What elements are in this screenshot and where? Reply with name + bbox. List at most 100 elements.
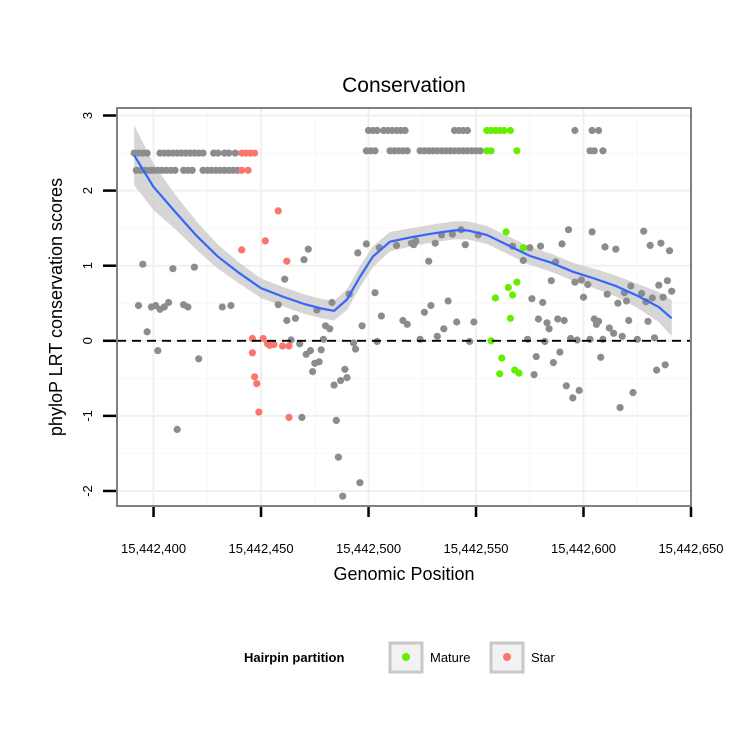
- point-other: [309, 368, 317, 376]
- point-other: [354, 249, 362, 257]
- point-other: [171, 166, 179, 174]
- point-other: [601, 243, 609, 251]
- point-other: [274, 301, 282, 309]
- point-other: [595, 317, 603, 325]
- plot-area: [116, 107, 692, 507]
- legend-label-star: Star: [531, 650, 556, 665]
- point-other: [453, 318, 461, 326]
- point-other: [184, 303, 192, 311]
- point-other: [377, 312, 385, 320]
- point-other: [188, 166, 196, 174]
- point-other: [560, 316, 568, 325]
- point-star: [238, 246, 246, 254]
- point-other: [304, 245, 312, 253]
- point-other: [556, 348, 564, 356]
- point-other: [433, 332, 441, 340]
- point-other: [461, 241, 469, 249]
- point-mature: [500, 126, 508, 135]
- point-other: [403, 320, 411, 328]
- point-other: [599, 147, 607, 155]
- point-other: [319, 335, 327, 343]
- point-star: [270, 340, 278, 349]
- point-mature: [515, 369, 523, 377]
- point-other: [627, 282, 635, 290]
- y-axis: -2 -1 0 1 2 3: [80, 112, 116, 497]
- x-tick-label: 15,442,450: [228, 541, 293, 556]
- chart-title: Conservation: [342, 74, 466, 97]
- point-other: [173, 425, 181, 433]
- point-other: [668, 287, 676, 295]
- y-axis-title: phyloP LRT conservation scores: [46, 178, 66, 436]
- point-mature: [496, 370, 504, 378]
- legend-item-mature: Mature: [388, 641, 470, 674]
- point-other: [571, 126, 579, 135]
- point-other: [326, 325, 334, 333]
- point-star: [283, 257, 291, 265]
- point-other: [332, 416, 340, 424]
- point-other: [199, 149, 207, 157]
- point-other: [420, 308, 428, 316]
- point-other: [650, 334, 659, 342]
- point-star: [251, 149, 259, 157]
- point-other: [165, 298, 173, 307]
- y-tick-label: 3: [80, 112, 95, 119]
- point-other: [625, 316, 633, 325]
- point-other: [547, 277, 555, 285]
- smooth-line: [133, 154, 673, 320]
- x-tick-label: 15,442,400: [121, 541, 186, 556]
- point-other: [554, 315, 562, 323]
- point-other: [425, 257, 433, 265]
- point-other: [571, 278, 579, 286]
- point-star: [259, 334, 267, 343]
- point-mature: [487, 147, 495, 155]
- point-other: [577, 276, 586, 284]
- point-star: [261, 237, 269, 245]
- y-tick-label: -2: [80, 485, 95, 497]
- point-other: [633, 335, 641, 343]
- point-other: [339, 492, 347, 500]
- point-other: [373, 126, 381, 135]
- point-other: [530, 371, 538, 379]
- point-other: [545, 325, 553, 333]
- point-other: [349, 339, 358, 347]
- point-other: [231, 149, 239, 157]
- point-other: [291, 314, 299, 322]
- point-mature: [498, 354, 506, 362]
- point-other: [659, 293, 667, 301]
- point-other: [147, 166, 155, 174]
- point-other: [218, 303, 226, 311]
- point-mature: [506, 126, 514, 135]
- point-other: [227, 301, 235, 310]
- point-other: [195, 355, 203, 363]
- point-other: [610, 329, 618, 337]
- points-layer: [130, 126, 676, 500]
- point-other: [586, 335, 594, 343]
- point-other: [334, 453, 342, 461]
- point-other: [616, 404, 624, 412]
- point-star: [278, 342, 287, 350]
- point-other: [612, 245, 620, 253]
- point-other: [622, 297, 631, 305]
- legend-key-star: [489, 641, 525, 674]
- point-other: [564, 226, 573, 234]
- point-other: [281, 275, 289, 283]
- point-star: [244, 166, 252, 174]
- point-other: [657, 239, 665, 247]
- point-other: [463, 126, 471, 135]
- x-axis-title: Genomic Position: [333, 564, 474, 584]
- point-other: [412, 237, 420, 245]
- smooth-ribbon-layer: [134, 125, 672, 337]
- point-other: [139, 260, 147, 268]
- legend: Hairpin partition Mature Star: [244, 641, 556, 674]
- point-other: [431, 239, 439, 247]
- legend-item-star: Star: [489, 641, 556, 674]
- point-star: [248, 349, 256, 357]
- point-other: [665, 247, 674, 255]
- point-other: [371, 147, 379, 155]
- point-other: [440, 325, 448, 333]
- point-other: [160, 303, 168, 311]
- point-other: [539, 298, 547, 307]
- point-other: [584, 280, 592, 289]
- point-other: [352, 345, 360, 353]
- x-tick-label: 15,442,550: [443, 541, 508, 556]
